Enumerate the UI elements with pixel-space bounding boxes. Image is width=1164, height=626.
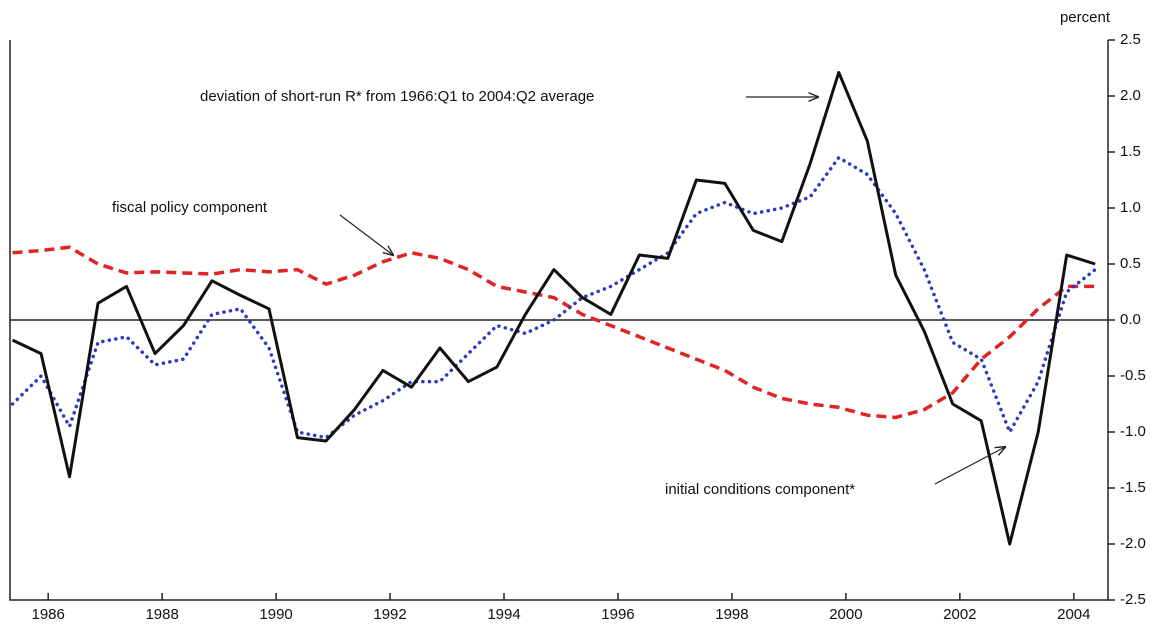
annotation: fiscal policy component [112, 199, 268, 216]
x-tick-label: 1986 [31, 606, 64, 623]
x-tick-label: 2002 [943, 606, 976, 623]
annotation: initial conditions component* [665, 481, 855, 498]
y-tick-label: -0.5 [1120, 367, 1146, 384]
annotation: deviation of short-run R* from 1966:Q1 t… [200, 88, 594, 105]
annotation-backdrop [196, 86, 197, 87]
series-line [10, 155, 1097, 440]
y-tick-label: -2.5 [1120, 591, 1146, 608]
x-tick-label: 1992 [373, 606, 406, 623]
x-tick-label: 2000 [829, 606, 862, 623]
x-tick-label: 1988 [145, 606, 178, 623]
series-line [12, 245, 1096, 420]
y-tick-label: 0.0 [1120, 311, 1141, 328]
x-tick-label: 2004 [1057, 606, 1090, 623]
annotation-arrow [934, 447, 1005, 485]
y-tick-label: 2.0 [1120, 87, 1141, 104]
annotation-backdrop [661, 479, 662, 480]
y-axis-label: percent [1060, 9, 1111, 26]
y-tick-label: 0.5 [1120, 255, 1141, 272]
x-tick-label: 1994 [487, 606, 520, 623]
x-tick-label: 1998 [715, 606, 748, 623]
y-tick-label: 1.0 [1120, 199, 1141, 216]
x-tick-label: 1990 [259, 606, 292, 623]
y-tick-label: 2.5 [1120, 31, 1141, 48]
y-tick-label: 1.5 [1120, 143, 1141, 160]
x-tick-label: 1996 [601, 606, 634, 623]
series-line [11, 70, 1096, 546]
y-tick-label: -2.0 [1120, 535, 1146, 552]
annotation-arrow [339, 214, 393, 255]
y-tick-label: -1.0 [1120, 423, 1146, 440]
y-tick-label: -1.5 [1120, 479, 1146, 496]
annotation-backdrop [108, 197, 109, 198]
